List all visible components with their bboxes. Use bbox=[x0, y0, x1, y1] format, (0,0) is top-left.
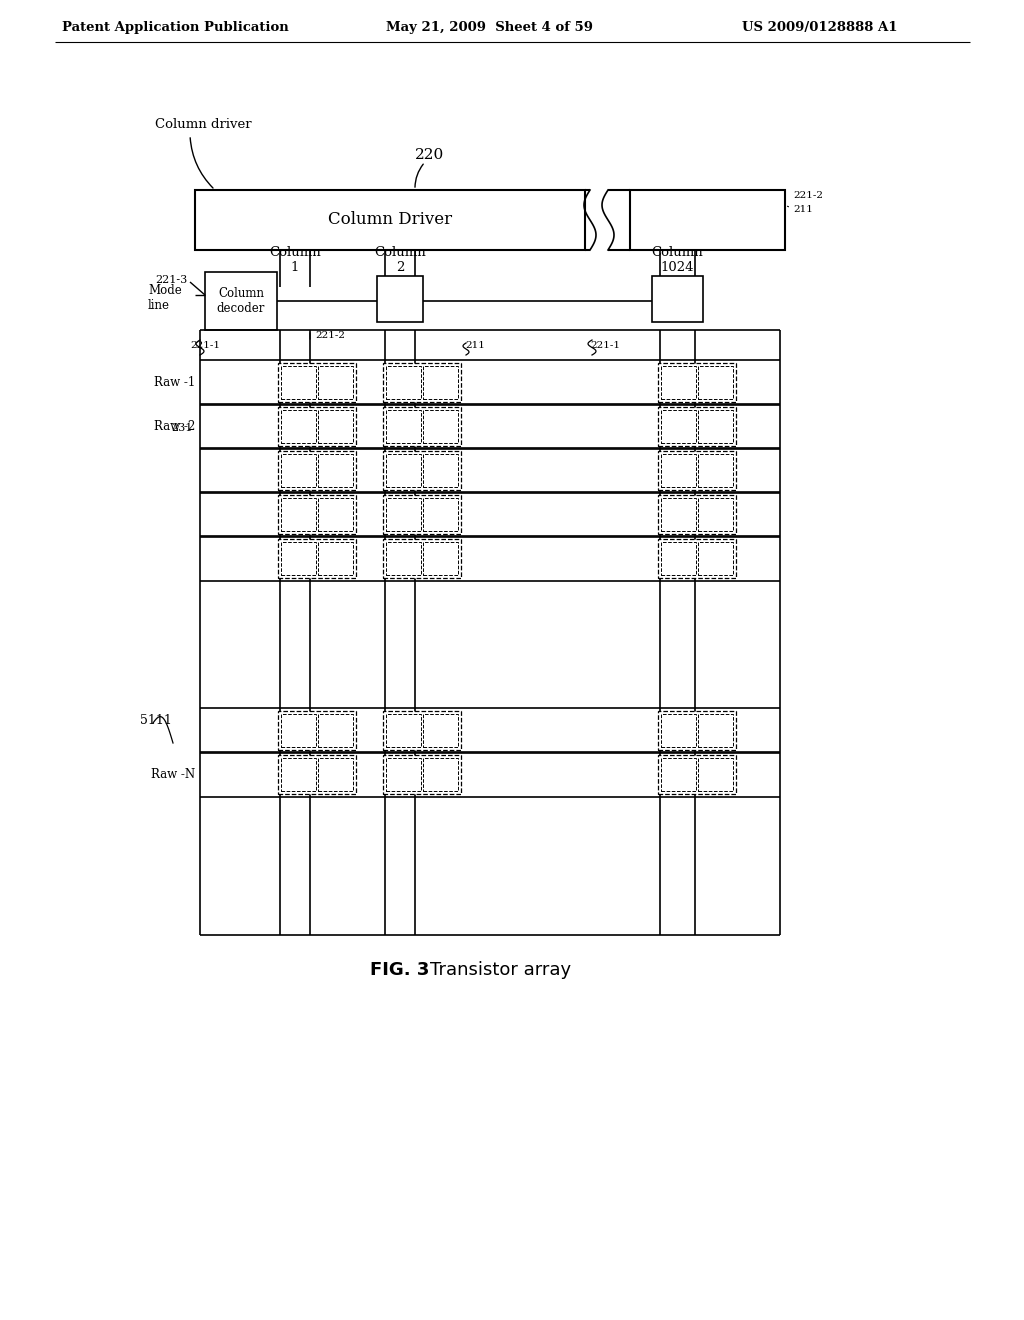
Bar bbox=[281, 454, 316, 487]
Text: Column
1024: Column 1024 bbox=[651, 246, 703, 275]
Text: 220: 220 bbox=[416, 148, 444, 162]
Text: 221-3: 221-3 bbox=[155, 275, 187, 285]
Text: Raw -2: Raw -2 bbox=[154, 420, 195, 433]
Bar bbox=[318, 714, 353, 747]
Bar bbox=[383, 363, 461, 403]
Bar bbox=[281, 498, 316, 531]
Bar bbox=[278, 539, 356, 578]
Text: 5111: 5111 bbox=[140, 714, 172, 726]
Bar bbox=[281, 543, 316, 576]
Bar bbox=[278, 755, 356, 795]
Bar bbox=[383, 451, 461, 490]
Bar bbox=[318, 758, 353, 791]
Bar bbox=[281, 366, 316, 399]
Bar bbox=[281, 758, 316, 791]
Text: 221-2: 221-2 bbox=[793, 190, 823, 199]
Bar bbox=[658, 539, 736, 578]
Bar bbox=[658, 451, 736, 490]
Bar bbox=[658, 407, 736, 446]
Text: 231: 231 bbox=[172, 422, 193, 433]
Text: Column
2: Column 2 bbox=[374, 246, 426, 275]
Bar bbox=[662, 758, 696, 791]
Bar bbox=[386, 366, 421, 399]
Bar bbox=[423, 758, 458, 791]
Text: Column
1: Column 1 bbox=[269, 246, 321, 275]
Bar bbox=[386, 498, 421, 531]
Bar bbox=[698, 498, 733, 531]
Bar bbox=[698, 714, 733, 747]
Bar bbox=[205, 272, 278, 330]
Bar bbox=[698, 454, 733, 487]
Text: Patent Application Publication: Patent Application Publication bbox=[61, 21, 289, 33]
Bar bbox=[423, 454, 458, 487]
Bar bbox=[630, 190, 785, 249]
Text: 221-1: 221-1 bbox=[590, 341, 620, 350]
Bar bbox=[658, 363, 736, 403]
Bar bbox=[662, 454, 696, 487]
Bar bbox=[195, 190, 585, 249]
Bar bbox=[662, 411, 696, 444]
Bar bbox=[658, 755, 736, 795]
Bar bbox=[318, 411, 353, 444]
Bar bbox=[278, 363, 356, 403]
Bar bbox=[423, 366, 458, 399]
Bar bbox=[652, 276, 703, 322]
Bar bbox=[383, 539, 461, 578]
Bar bbox=[318, 366, 353, 399]
Text: Transistor array: Transistor array bbox=[430, 961, 571, 979]
Bar bbox=[278, 451, 356, 490]
Bar bbox=[698, 543, 733, 576]
Text: Column Driver: Column Driver bbox=[328, 211, 452, 228]
Bar bbox=[281, 714, 316, 747]
Bar bbox=[423, 714, 458, 747]
Bar bbox=[423, 543, 458, 576]
Bar bbox=[662, 714, 696, 747]
Text: 211: 211 bbox=[465, 341, 485, 350]
Bar bbox=[698, 758, 733, 791]
Text: Raw -N: Raw -N bbox=[151, 768, 195, 781]
Bar bbox=[386, 714, 421, 747]
Text: Raw -1: Raw -1 bbox=[154, 376, 195, 389]
Bar bbox=[662, 498, 696, 531]
Bar bbox=[318, 498, 353, 531]
Bar bbox=[698, 411, 733, 444]
Bar bbox=[377, 276, 423, 322]
Bar bbox=[278, 711, 356, 750]
Text: US 2009/0128888 A1: US 2009/0128888 A1 bbox=[742, 21, 898, 33]
Bar bbox=[386, 411, 421, 444]
Bar bbox=[383, 407, 461, 446]
Bar bbox=[423, 498, 458, 531]
Bar bbox=[662, 543, 696, 576]
Bar bbox=[383, 711, 461, 750]
Bar bbox=[318, 454, 353, 487]
Bar bbox=[698, 366, 733, 399]
Text: Mode
line: Mode line bbox=[148, 284, 181, 312]
Bar bbox=[383, 755, 461, 795]
Bar bbox=[278, 407, 356, 446]
Bar bbox=[386, 758, 421, 791]
Text: 211: 211 bbox=[793, 206, 813, 214]
Bar bbox=[278, 495, 356, 535]
Bar bbox=[658, 495, 736, 535]
Text: Column driver: Column driver bbox=[155, 119, 252, 132]
Bar bbox=[423, 411, 458, 444]
Bar bbox=[386, 543, 421, 576]
Text: Column
decoder: Column decoder bbox=[217, 286, 265, 315]
Bar bbox=[383, 495, 461, 535]
Text: May 21, 2009  Sheet 4 of 59: May 21, 2009 Sheet 4 of 59 bbox=[386, 21, 594, 33]
Text: FIG. 3: FIG. 3 bbox=[370, 961, 429, 979]
Bar bbox=[281, 411, 316, 444]
Bar bbox=[318, 543, 353, 576]
Text: 221-2: 221-2 bbox=[315, 330, 345, 339]
Bar bbox=[662, 366, 696, 399]
Bar bbox=[658, 711, 736, 750]
Text: 221-1: 221-1 bbox=[190, 341, 220, 350]
Bar bbox=[386, 454, 421, 487]
